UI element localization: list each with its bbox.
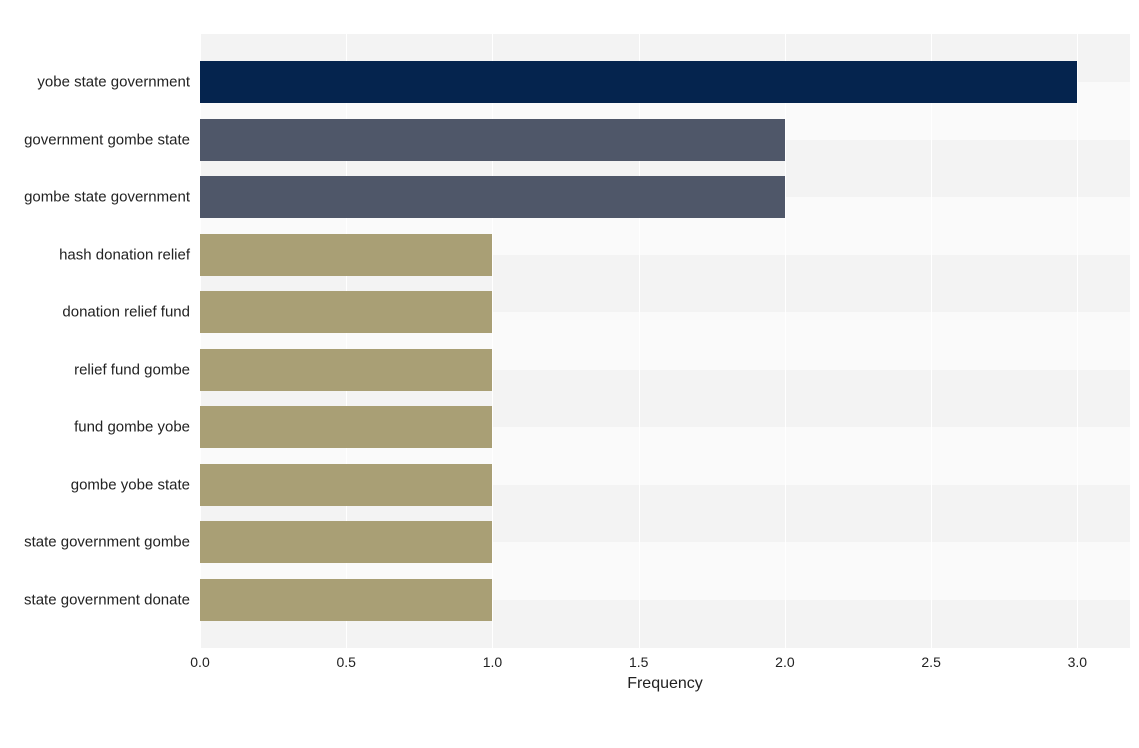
x-tick-label: 2.5 — [921, 654, 940, 670]
ngram-chart: N-Gram Frequency Analysis Frequency yobe… — [0, 0, 1139, 701]
y-tick-label: state government gombe — [0, 535, 190, 550]
x-tick-label: 0.5 — [336, 654, 355, 670]
x-tick-label: 2.0 — [775, 654, 794, 670]
y-tick-label: government gombe state — [0, 132, 190, 147]
y-tick-label: relief fund gombe — [0, 362, 190, 377]
bar — [200, 579, 492, 621]
y-tick-label: state government donate — [0, 592, 190, 607]
x-tick-label: 1.0 — [483, 654, 502, 670]
bar — [200, 349, 492, 391]
y-tick-label: fund gombe yobe — [0, 420, 190, 435]
bar — [200, 521, 492, 563]
x-tick-label: 3.0 — [1068, 654, 1087, 670]
y-tick-label: hash donation relief — [0, 247, 190, 262]
bar — [200, 176, 785, 218]
x-axis-label: Frequency — [0, 675, 1130, 693]
y-tick-label: gombe yobe state — [0, 477, 190, 492]
x-tick-label: 0.0 — [190, 654, 209, 670]
y-tick-label: yobe state government — [0, 75, 190, 90]
gridline — [931, 34, 932, 648]
bar — [200, 406, 492, 448]
bar — [200, 234, 492, 276]
bar — [200, 464, 492, 506]
y-tick-label: gombe state government — [0, 190, 190, 205]
bar — [200, 61, 1077, 103]
y-tick-label: donation relief fund — [0, 305, 190, 320]
gridline — [785, 34, 786, 648]
bar — [200, 119, 785, 161]
x-tick-label: 1.5 — [629, 654, 648, 670]
bar — [200, 291, 492, 333]
gridline — [1077, 34, 1078, 648]
plot-area — [200, 34, 1130, 648]
